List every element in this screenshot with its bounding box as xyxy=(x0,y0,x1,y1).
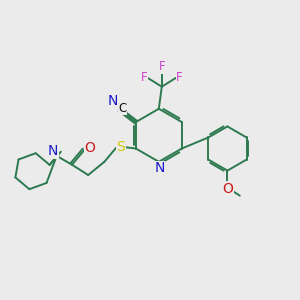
Text: O: O xyxy=(222,182,233,196)
Text: F: F xyxy=(176,71,183,84)
Text: N: N xyxy=(154,161,165,175)
Text: S: S xyxy=(116,140,125,154)
Text: O: O xyxy=(84,141,95,154)
Text: N: N xyxy=(48,144,58,158)
Text: C: C xyxy=(118,102,127,115)
Text: F: F xyxy=(141,71,147,84)
Text: F: F xyxy=(158,61,165,74)
Text: N: N xyxy=(108,94,119,108)
